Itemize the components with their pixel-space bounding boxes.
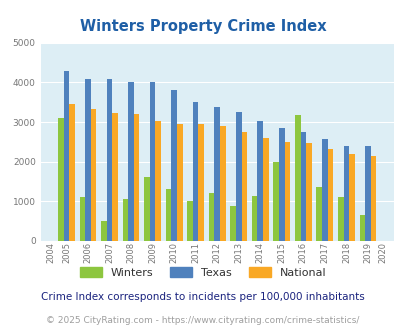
Bar: [235, 112, 241, 241]
Text: Crime Index corresponds to incidents per 100,000 inhabitants: Crime Index corresponds to incidents per…: [41, 292, 364, 302]
Bar: [69, 104, 75, 241]
Bar: [165, 189, 171, 241]
Bar: [171, 90, 177, 241]
Legend: Winters, Texas, National: Winters, Texas, National: [75, 263, 330, 282]
Bar: [149, 82, 155, 241]
Bar: [177, 124, 182, 241]
Bar: [208, 193, 214, 241]
Bar: [214, 107, 220, 241]
Bar: [251, 196, 257, 241]
Bar: [348, 154, 354, 241]
Bar: [262, 138, 268, 241]
Bar: [91, 109, 96, 241]
Bar: [359, 215, 364, 241]
Bar: [230, 206, 235, 241]
Bar: [364, 146, 370, 241]
Bar: [278, 128, 284, 241]
Bar: [112, 113, 117, 241]
Bar: [241, 132, 247, 241]
Bar: [284, 142, 290, 241]
Bar: [122, 199, 128, 241]
Bar: [337, 197, 343, 241]
Bar: [128, 82, 134, 241]
Bar: [321, 139, 327, 241]
Bar: [257, 120, 262, 241]
Bar: [294, 115, 300, 241]
Bar: [220, 126, 225, 241]
Bar: [370, 156, 375, 241]
Bar: [85, 79, 91, 241]
Bar: [107, 79, 112, 241]
Bar: [64, 71, 69, 241]
Bar: [343, 146, 348, 241]
Text: © 2025 CityRating.com - https://www.cityrating.com/crime-statistics/: © 2025 CityRating.com - https://www.city…: [46, 315, 359, 325]
Bar: [79, 197, 85, 241]
Bar: [155, 120, 161, 241]
Bar: [273, 162, 278, 241]
Bar: [300, 132, 305, 241]
Bar: [134, 114, 139, 241]
Bar: [192, 102, 198, 241]
Bar: [187, 201, 192, 241]
Bar: [198, 124, 204, 241]
Bar: [58, 118, 64, 241]
Bar: [327, 148, 333, 241]
Text: Winters Property Crime Index: Winters Property Crime Index: [79, 19, 326, 34]
Bar: [101, 221, 107, 241]
Bar: [316, 187, 321, 241]
Bar: [305, 144, 311, 241]
Bar: [144, 177, 149, 241]
